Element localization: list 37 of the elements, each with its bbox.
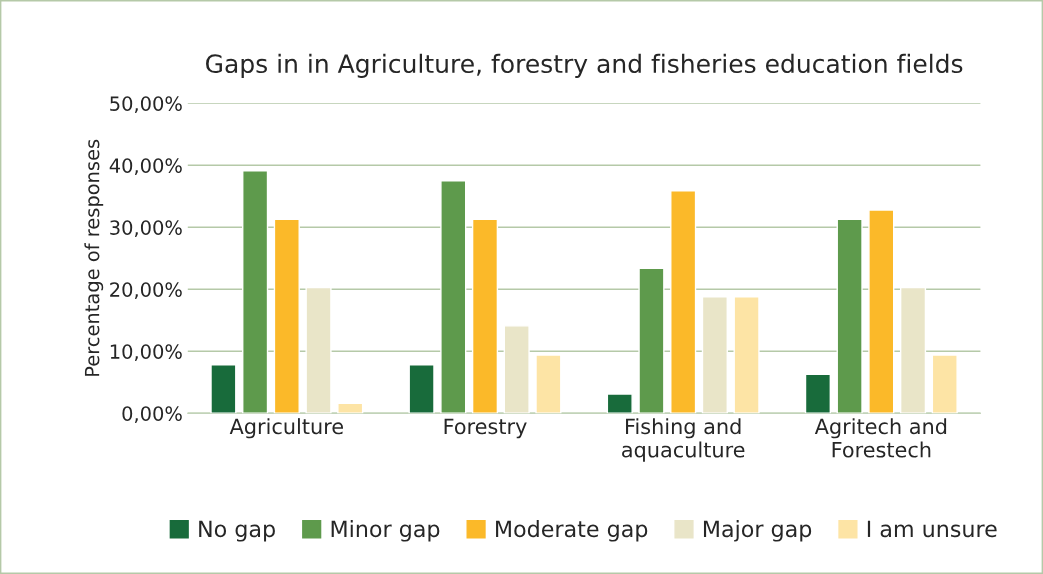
bar (670, 190, 697, 414)
legend-label: Minor gap (331, 520, 440, 542)
x-tick-label: Agriculture (229, 418, 343, 439)
bar (440, 180, 467, 414)
bar (273, 218, 300, 414)
x-tick-label: Forestry (444, 418, 527, 439)
y-tick-label: 10,00% (110, 344, 182, 361)
bar (337, 402, 364, 414)
bar (899, 286, 927, 414)
bar (471, 218, 499, 414)
bar (638, 267, 665, 414)
bar (535, 354, 562, 414)
bar (408, 364, 435, 414)
legend-label: I am unsure (867, 520, 997, 538)
chart-title: Gaps in in Agriculture, forestry and fisheries education fields (206, 53, 963, 78)
bar (503, 325, 530, 414)
y-tick-label: 40,00% (109, 158, 182, 175)
legend-label: No gap (199, 520, 275, 542)
legend-label: Moderate gap (496, 520, 648, 542)
bar (931, 354, 958, 414)
y-tick-label: 30,00% (110, 220, 182, 237)
bar (606, 393, 633, 414)
y-tick-label: 0,00% (122, 406, 182, 423)
bar (804, 373, 832, 414)
bar (242, 170, 269, 414)
y-tick-label: 20,00% (110, 282, 182, 299)
x-tick-label: Fishing and aquaculture (622, 418, 745, 462)
bar (733, 296, 760, 414)
bar (305, 286, 332, 414)
bar (836, 218, 863, 414)
y-tick-label: 50,00% (110, 96, 182, 113)
x-tick-label: Agritech and Forestech (814, 418, 947, 458)
bar (210, 364, 237, 414)
bar (868, 209, 895, 414)
bar (701, 296, 728, 414)
legend-label: Major gap (703, 520, 812, 542)
y-axis-title: Percentage of responses (84, 139, 104, 376)
